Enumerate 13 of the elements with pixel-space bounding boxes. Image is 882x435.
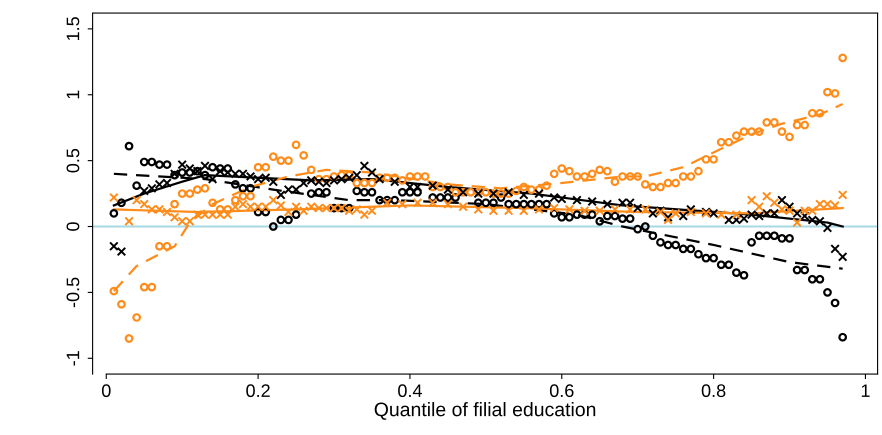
y-tick-label: 0 [66, 222, 80, 231]
y-tick-label: -1 [66, 351, 80, 366]
y-tick-label: 1.5 [66, 17, 80, 40]
y-tick-label: 0.5 [66, 148, 80, 172]
x-tick-label: 1 [862, 384, 870, 397]
x-tick-label: 0.2 [246, 384, 270, 398]
y-tick-label: -0.5 [66, 278, 80, 308]
x-tick-label: 0.8 [702, 384, 726, 398]
x-axis-title: Quantile of filial education [374, 402, 596, 420]
x-tick-label: 0 [102, 384, 111, 398]
y-tick-label: 1 [66, 90, 80, 98]
x-tick-label: 0.6 [550, 384, 574, 398]
x-tick-label: 0.4 [398, 384, 422, 398]
